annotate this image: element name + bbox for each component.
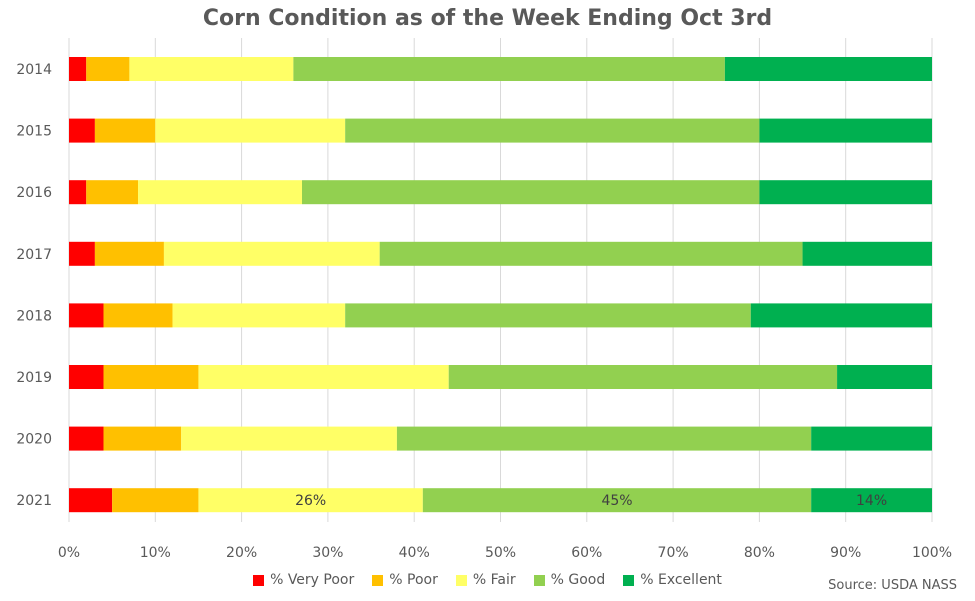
- bar-segment: [448, 365, 838, 389]
- y-tick-label: 2018: [16, 308, 52, 324]
- bar-segment: [345, 303, 751, 328]
- bar-segment: [163, 241, 380, 266]
- bar-segment: [69, 365, 104, 389]
- x-tick-label: 70%: [658, 545, 689, 561]
- legend-label: % Poor: [389, 572, 438, 588]
- bar-segment: [396, 426, 812, 451]
- chart-legend: % Very Poor % Poor % Fair % Good % Excellent: [0, 572, 975, 588]
- legend-label: % Good: [550, 572, 606, 588]
- x-tick-label: 40%: [399, 545, 430, 561]
- bar-segment: [837, 365, 932, 389]
- bar-segment: [759, 180, 932, 205]
- source-note: Source: USDA NASS: [828, 578, 957, 593]
- bar-segment: [172, 303, 346, 328]
- bar-segment: [103, 426, 182, 451]
- y-tick-label: 2014: [16, 62, 52, 78]
- bar-segment: [103, 303, 173, 328]
- x-tick-label: 80%: [744, 545, 775, 561]
- bar-segment: [724, 57, 932, 81]
- bar-segment: [129, 57, 294, 81]
- y-tick-label: 2019: [16, 370, 52, 386]
- legend-item: % Very Poor: [253, 572, 354, 588]
- x-tick-label: 30%: [312, 545, 343, 561]
- y-tick-label: 2016: [16, 185, 52, 201]
- y-tick-label: 2020: [16, 432, 52, 448]
- y-tick-label: 2015: [16, 124, 52, 140]
- legend-label: % Excellent: [640, 572, 722, 588]
- bar-segment: [379, 241, 803, 266]
- x-tick-label: 10%: [140, 545, 171, 561]
- legend-item: % Fair: [455, 572, 516, 588]
- data-label: 45%: [601, 493, 632, 509]
- bar-segment: [69, 426, 104, 451]
- bar-segment: [69, 118, 95, 143]
- bar-segment: [811, 488, 932, 513]
- legend-item: % Poor: [372, 572, 438, 588]
- legend-swatch: [253, 574, 265, 586]
- x-tick-label: 60%: [571, 545, 602, 561]
- bar-segment: [302, 180, 760, 205]
- bar-segment: [422, 488, 812, 513]
- bar-segment: [69, 57, 87, 81]
- bar-segment: [112, 488, 199, 513]
- legend-item: % Good: [533, 572, 606, 588]
- bar-segment: [198, 488, 423, 513]
- bar-segment: [198, 365, 449, 389]
- legend-label: % Very Poor: [270, 572, 355, 588]
- legend-swatch: [455, 574, 467, 586]
- legend-item: % Excellent: [623, 572, 722, 588]
- bar-segment: [155, 118, 346, 143]
- bar-segment: [759, 118, 932, 143]
- bar-segment: [138, 180, 303, 205]
- x-tick-label: 20%: [226, 545, 257, 561]
- bar-segment: [293, 57, 725, 81]
- legend-label: % Fair: [472, 572, 516, 588]
- x-tick-label: 90%: [830, 545, 861, 561]
- bar-segment: [69, 488, 113, 513]
- chart-title: Corn Condition as of the Week Ending Oct…: [202, 6, 773, 31]
- bar-segment: [69, 180, 87, 205]
- data-label: 14%: [856, 493, 887, 509]
- legend-swatch: [623, 574, 635, 586]
- bar-segment: [69, 241, 95, 266]
- bar-segment: [181, 426, 397, 451]
- legend-swatch: [533, 574, 545, 586]
- y-tick-label: 2021: [16, 493, 52, 509]
- bar-segment: [94, 118, 156, 143]
- y-tick-label: 2017: [16, 247, 52, 263]
- bar-segment: [811, 426, 932, 451]
- bar-segment: [345, 118, 760, 143]
- bar-segment: [750, 303, 932, 328]
- bar-segment: [802, 241, 932, 266]
- legend-swatch: [372, 574, 384, 586]
- bar-segment: [86, 180, 139, 205]
- bar-segment: [86, 57, 130, 81]
- x-tick-label: 50%: [485, 545, 516, 561]
- data-label: 26%: [295, 493, 326, 509]
- bar-segment: [103, 365, 199, 389]
- bar-segment: [69, 303, 104, 328]
- x-tick-label: 0%: [58, 545, 80, 561]
- bar-segment: [94, 241, 164, 266]
- x-tick-label: 100%: [912, 545, 952, 561]
